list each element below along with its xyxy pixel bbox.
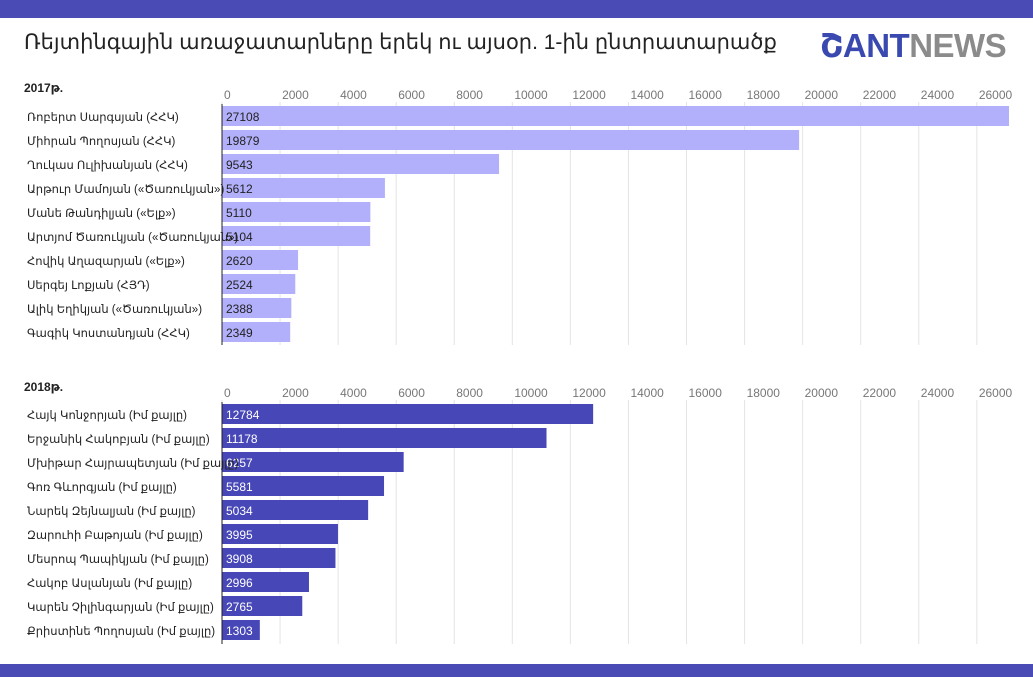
bar-value-label: 5612: [226, 182, 253, 196]
logo-part-1: ՇANT: [820, 27, 910, 64]
x-tick-label: 26000: [979, 88, 1013, 102]
panel-label-2018: 2018թ.: [24, 380, 64, 394]
category-label: Արթուր Մամոյան («Ծառուկյան»): [27, 183, 224, 196]
bar: [222, 274, 296, 294]
logo-part-2: NEWS: [909, 27, 1007, 64]
x-tick-label: 4000: [340, 386, 367, 400]
bar: [222, 596, 303, 616]
x-tick-label: 14000: [630, 386, 664, 400]
category-label: Գոռ Գևորգյան (Իմ քայլը): [27, 481, 177, 494]
category-label: Ալիկ Եղիկյան («Ծառուկյան»): [27, 303, 202, 316]
x-tick-label: 0: [224, 88, 231, 102]
bar-value-label: 1303: [226, 624, 253, 638]
bottom-frame-bar: [0, 664, 1033, 677]
category-label: Ռոբերտ Սարգսյան (ՀՀԿ): [27, 111, 179, 124]
bar: [222, 322, 291, 342]
x-tick-label: 22000: [863, 88, 897, 102]
bar-value-label: 2765: [226, 600, 253, 614]
x-tick-label: 20000: [805, 386, 839, 400]
category-label: Ղուկաս Ուլիխանյան (ՀՀԿ): [27, 159, 188, 172]
x-tick-label: 8000: [456, 386, 483, 400]
category-label: Սերգեյ Լոքյան (ՀՅԴ): [27, 279, 150, 292]
bar-value-label: 11178: [226, 432, 258, 446]
bar-value-label: 5104: [226, 230, 253, 244]
bar-value-label: 2524: [226, 278, 253, 292]
chart-2018: 0 2000 4000 6000 8000 10000 12000 14000 16000 180…: [27, 386, 1013, 644]
bar: [222, 548, 336, 568]
bar-value-label: 9543: [226, 158, 253, 172]
bar-value-label: 6257: [226, 456, 253, 470]
bar-value-label: 5110: [226, 206, 252, 220]
page-title: Ռեյտինգային առաջատարները երեկ ու այսօր. …: [24, 31, 777, 54]
bar: [222, 298, 292, 318]
x-tick-label: 24000: [921, 386, 955, 400]
x-tick-label: 6000: [398, 386, 425, 400]
x-tick-label: 10000: [514, 88, 548, 102]
bar-value-label: 3995: [226, 528, 253, 542]
category-label: Հակոբ Ասլանյան (Իմ քայլը): [27, 577, 192, 590]
bar-value-label: 12784: [226, 408, 260, 422]
bar-value-label: 19879: [226, 134, 260, 148]
bar: [222, 524, 338, 544]
x-tick-label: 18000: [747, 88, 781, 102]
category-label: Մեսրոպ Պապիկյան (Իմ քայլը): [27, 553, 209, 566]
bar-value-label: 3908: [226, 552, 253, 566]
bar: [222, 620, 260, 640]
bar: [222, 572, 309, 592]
x-tick-label: 8000: [456, 88, 483, 102]
bar: [222, 500, 369, 520]
bar: [222, 226, 371, 246]
x-tick-label: 26000: [979, 386, 1013, 400]
bar: [222, 428, 547, 448]
category-label: Քրիստինե Պողոսյան (Իմ քայլը): [27, 625, 215, 638]
bar-value-label: 27108: [226, 110, 260, 124]
x-tick-label: 22000: [863, 386, 897, 400]
bar-value-label: 2620: [226, 254, 253, 268]
bar-value-label: 5581: [226, 480, 253, 494]
x-tick-label: 12000: [572, 88, 606, 102]
panel-label-2017: 2017թ.: [24, 81, 64, 95]
category-label: Հովիկ Աղազարյան («Ելք»): [27, 255, 185, 268]
bar-value-label: 2388: [226, 302, 253, 316]
x-tick-label: 2000: [282, 88, 309, 102]
bar: [222, 452, 404, 472]
category-label: Հայկ Կոնջորյան (Իմ քայլը): [27, 409, 187, 422]
category-label: Միհրան Պողոսյան (ՀՀԿ): [27, 135, 176, 148]
top-frame-bar: [0, 0, 1033, 18]
bar: [222, 178, 385, 198]
category-label: Արտյոմ Ծառուկյան («Ծառուկյան»): [27, 231, 239, 244]
x-tick-label: 18000: [747, 386, 781, 400]
category-label: Երջանիկ Հակոբյան (Իմ քայլը): [27, 433, 210, 446]
category-label: Կարեն Չիլինգարյան (Իմ քայլը): [27, 601, 214, 614]
category-label: Նարեկ Զեյնալյան (Իմ քայլը): [27, 505, 196, 518]
category-label: Մանե Թանդիլյան («Ելք»): [27, 207, 176, 220]
bar: [222, 476, 385, 496]
x-tick-label: 2000: [282, 386, 309, 400]
x-tick-label: 6000: [398, 88, 425, 102]
category-label: Զարուհի Բաթոյան (Իմ քայլը): [27, 529, 203, 542]
category-label: Մխիթար Հայրապետյան (Իմ քայլը): [27, 457, 239, 470]
x-tick-label: 20000: [805, 88, 839, 102]
bar-value-label: 2349: [226, 326, 253, 340]
bar-value-label: 5034: [226, 504, 253, 518]
x-tick-label: 12000: [572, 386, 606, 400]
bar: [222, 202, 371, 222]
x-tick-label: 16000: [689, 88, 723, 102]
shantnews-logo: ՇANTNEWS: [820, 27, 1007, 65]
x-tick-label: 14000: [630, 88, 664, 102]
bar-value-label: 2996: [226, 576, 253, 590]
chart-2017: 0 2000 4000 6000 8000 10000 12000 14000 16000 180…: [27, 88, 1013, 345]
bar: [222, 106, 1009, 126]
x-tick-label: 10000: [514, 386, 548, 400]
x-tick-label: 4000: [340, 88, 367, 102]
bar: [222, 154, 500, 174]
x-tick-label: 0: [224, 386, 231, 400]
x-tick-label: 24000: [921, 88, 955, 102]
bar: [222, 130, 800, 150]
category-label: Գագիկ Կոստանդյան (ՀՀԿ): [27, 327, 190, 340]
bar: [222, 404, 594, 424]
bar: [222, 250, 299, 270]
x-tick-label: 16000: [689, 386, 723, 400]
